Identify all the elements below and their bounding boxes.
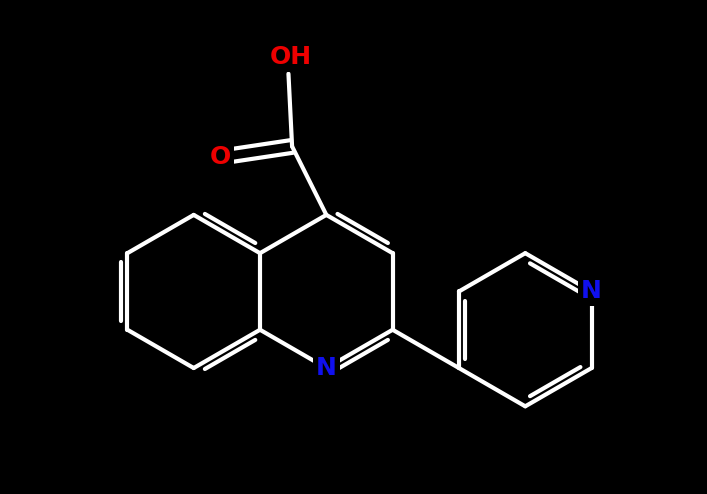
Text: N: N	[581, 280, 602, 303]
Text: OH: OH	[270, 45, 312, 69]
Text: N: N	[316, 356, 337, 380]
Text: O: O	[209, 145, 230, 169]
